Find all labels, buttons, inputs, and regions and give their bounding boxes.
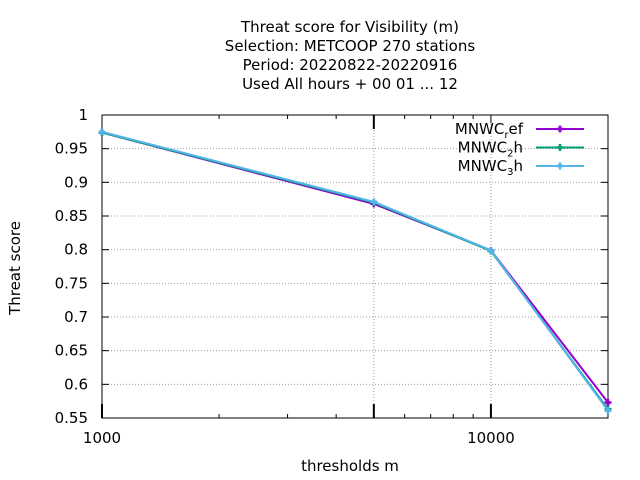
- y-tick-label: 0.75: [55, 274, 88, 292]
- y-tick-label: 0.6: [64, 375, 88, 393]
- chart-title-line: Period: 20220822-20220916: [243, 56, 458, 74]
- y-tick-label: 0.9: [64, 173, 88, 191]
- data-point-dot: [605, 408, 611, 413]
- data-point-dot: [371, 199, 377, 205]
- legend-label: MNWCref: [455, 120, 524, 141]
- chart-title-line: Threat score for Visibility (m): [240, 18, 459, 36]
- legend-marker-dot: [557, 126, 563, 132]
- legend-item: MNWCref: [455, 120, 584, 141]
- y-axis-ticks: 0.55 0.6 0.65 0.7 0.75 0.8 0.85 0.9 0.95 1: [55, 106, 608, 427]
- y-tick-label: 0.55: [55, 409, 88, 427]
- legend-marker-dot: [557, 145, 563, 150]
- data-point-dot: [605, 400, 611, 405]
- series-MNWC_3h: [98, 128, 612, 415]
- series-line: [101, 131, 609, 404]
- series-line: [101, 131, 609, 410]
- data-point-dot: [488, 248, 494, 253]
- series-line: [101, 130, 609, 412]
- y-axis-label: Threat score: [6, 221, 24, 316]
- x-tick-label: 1000: [83, 429, 121, 447]
- legend-marker-dot: [557, 163, 563, 169]
- data-point-dot: [99, 129, 105, 135]
- legend-item: MNWC2h: [458, 139, 584, 160]
- data-series: [98, 128, 612, 415]
- y-tick-label: 0.7: [64, 308, 88, 326]
- x-axis-label: thresholds m: [301, 457, 399, 475]
- y-tick-label: 0.95: [55, 140, 88, 158]
- grid-lines: [102, 115, 608, 418]
- x-tick-label: 10000: [467, 429, 515, 447]
- y-tick-label: 0.85: [55, 207, 88, 225]
- plot-frame: [101, 114, 609, 419]
- chart-title: Threat score for Visibility (m)Selection…: [225, 18, 476, 93]
- x-axis-ticks: 1000 10000: [83, 115, 609, 447]
- y-tick-label: 0.65: [55, 342, 88, 360]
- series-MNWC_ref: [98, 129, 612, 407]
- chart-title-line: Selection: METCOOP 270 stations: [225, 37, 476, 55]
- legend-label: MNWC2h: [458, 139, 523, 160]
- y-tick-label: 1: [78, 106, 88, 124]
- chart-title-line: Used All hours + 00 01 ... 12: [242, 75, 458, 93]
- legend-item: MNWC3h: [458, 157, 584, 178]
- legend-label: MNWC3h: [458, 157, 523, 178]
- series-MNWC_2h: [98, 129, 612, 413]
- y-tick-label: 0.8: [64, 241, 88, 259]
